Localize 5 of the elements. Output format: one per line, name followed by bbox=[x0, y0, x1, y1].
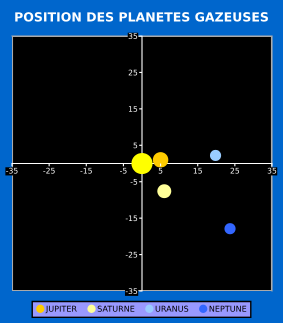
chart-title: POSITION DES PLANETES GAZEUSES bbox=[15, 12, 268, 22]
legend-label: URANUS bbox=[156, 306, 188, 312]
legend-label: NEPTUNE bbox=[210, 306, 246, 312]
legend-label: JUPITER bbox=[46, 306, 77, 314]
legend-label: SATURNE bbox=[98, 306, 134, 312]
